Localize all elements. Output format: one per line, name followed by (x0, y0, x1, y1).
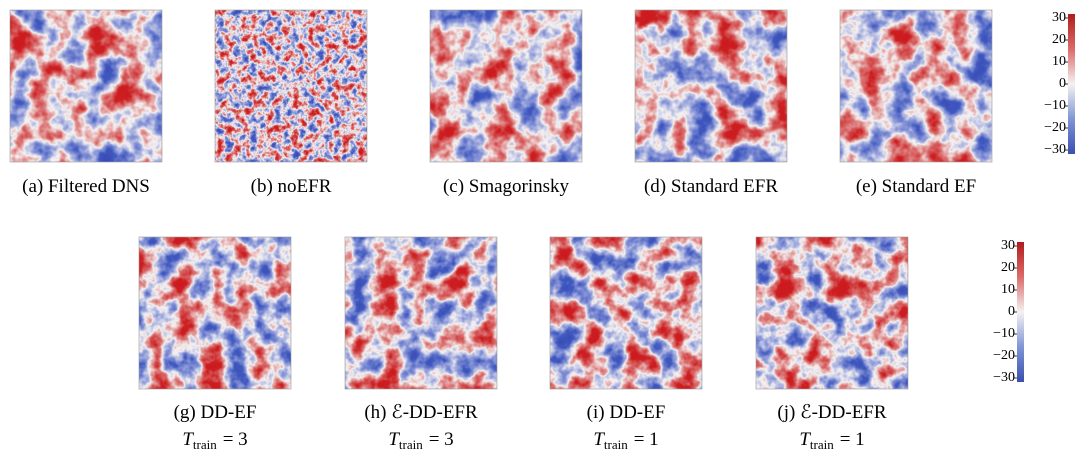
panel-caption: (d) Standard EFR (644, 176, 778, 197)
colorbar-tick-label: −20 (993, 348, 1015, 363)
subscript: train (604, 437, 628, 452)
panel-subcaption: Ttrain= 1 (799, 429, 864, 452)
colorbar-tick-label: −30 (1044, 142, 1066, 157)
colorbar-tick-label: 10 (1052, 54, 1066, 69)
subscript: train (399, 437, 423, 452)
figure: (a) Filtered DNS (b) noEFR (c) Smagorinsky… (0, 0, 1081, 457)
vorticity-field (550, 237, 702, 389)
panel-caption: (i) DD-EF (587, 402, 666, 423)
vorticity-field (139, 237, 291, 389)
equation: = 1 (634, 429, 659, 450)
colorbar (1017, 242, 1024, 382)
panel-subcaption: Ttrain= 3 (388, 429, 453, 452)
colorbar-tick-label: −10 (993, 326, 1015, 341)
colorbar-tick-label: 30 (1052, 10, 1066, 25)
equation: = 1 (840, 429, 865, 450)
panel-caption: (h) ℰ-DD-EFR (364, 402, 478, 423)
colorbar-tick-label: 0 (1059, 76, 1066, 91)
colorbar-tick-label: −30 (993, 370, 1015, 385)
panel-subcaption: Ttrain= 1 (593, 429, 658, 452)
panel-caption: (j) ℰ-DD-EFR (777, 402, 886, 423)
vorticity-field (345, 237, 497, 389)
colorbar-tick-label: 20 (1052, 32, 1066, 47)
colorbar-tick-label: 10 (1001, 282, 1015, 297)
vorticity-field (756, 237, 908, 389)
vorticity-field (840, 10, 992, 162)
subscript: train (810, 437, 834, 452)
panel-caption: (a) Filtered DNS (22, 176, 150, 197)
panel-subcaption: Ttrain= 3 (182, 429, 247, 452)
equation: = 3 (429, 429, 454, 450)
colorbar-tick-label: −10 (1044, 98, 1066, 113)
colorbar (1068, 14, 1075, 154)
subscript: train (193, 437, 217, 452)
colorbar-tick-label: 0 (1008, 304, 1015, 319)
vorticity-field (215, 10, 367, 162)
vorticity-field (430, 10, 582, 162)
vorticity-field (635, 10, 787, 162)
colorbar-tick-label: 30 (1001, 238, 1015, 253)
colorbar-tick-label: −20 (1044, 120, 1066, 135)
panel-caption: (g) DD-EF (174, 402, 257, 423)
panel-caption: (c) Smagorinsky (443, 176, 570, 197)
vorticity-field (10, 10, 162, 162)
panel-caption: (b) noEFR (251, 176, 332, 197)
panel-caption: (e) Standard EF (856, 176, 976, 197)
colorbar-tick-label: 20 (1001, 260, 1015, 275)
equation: = 3 (223, 429, 248, 450)
